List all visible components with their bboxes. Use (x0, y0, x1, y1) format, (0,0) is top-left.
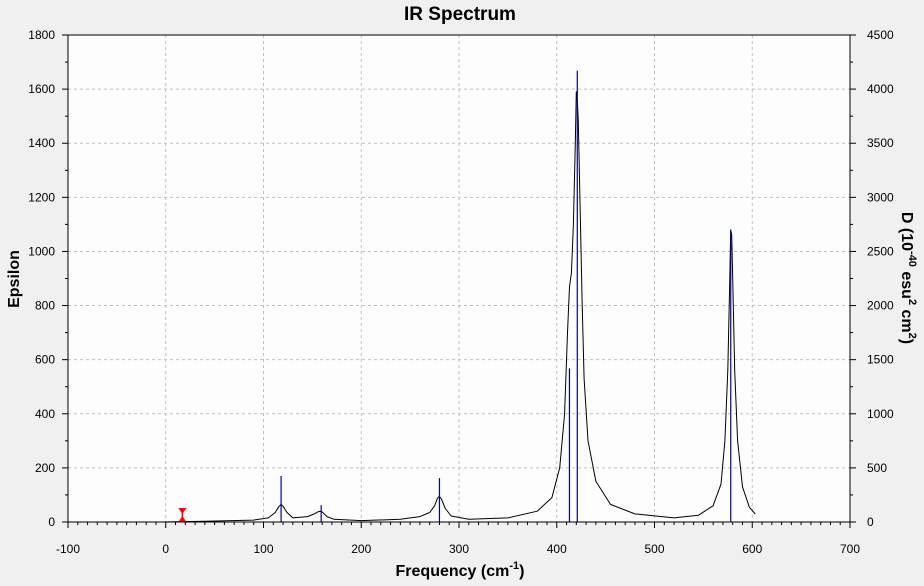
y-tick-label: 1400 (28, 136, 55, 150)
y2-tick-label: 4000 (867, 82, 894, 96)
y-tick-label: 1600 (28, 82, 55, 96)
y-tick-label: 1800 (28, 28, 55, 42)
y2-axis-label: D (10-40 esu2 cm2) (898, 212, 918, 344)
x-tick-label: 700 (840, 542, 860, 556)
y2-tick-label: 2000 (867, 299, 894, 313)
y-axis-label: Epsilon (6, 250, 23, 308)
y-tick-label: 400 (35, 407, 55, 421)
x-tick-label: 600 (742, 542, 762, 556)
y2-tick-label: 0 (867, 515, 874, 529)
marker-bottom-triangle[interactable] (178, 516, 187, 522)
spectrum-layer (160, 91, 756, 523)
x-tick-label: 100 (253, 542, 273, 556)
y-tick-label: 0 (48, 515, 55, 529)
y-tick-label: 1200 (28, 190, 55, 204)
y2-tick-label: 3500 (867, 136, 894, 150)
y-tick-label: 200 (35, 461, 55, 475)
y-tick-label: 1000 (28, 244, 55, 258)
marker-top-triangle[interactable] (178, 508, 187, 514)
y2-tick-label: 1000 (867, 407, 894, 421)
y2-tick-label: 3000 (867, 190, 894, 204)
y-tick-label: 600 (35, 353, 55, 367)
plot-area (68, 35, 850, 522)
marker-layer (178, 508, 187, 522)
x-tick-label: -100 (56, 542, 80, 556)
x-tick-label: 300 (449, 542, 469, 556)
grid-lines (68, 35, 850, 522)
x-tick-label: 400 (547, 542, 567, 556)
x-axis-label: Frequency (cm-1) (396, 560, 525, 580)
x-tick-label: 0 (162, 542, 169, 556)
chart-title: IR Spectrum (404, 4, 516, 25)
y2-tick-label: 1500 (867, 353, 894, 367)
axes: -100 0 100 200 300 400 500 600 70002004006008001… (28, 28, 894, 556)
y2-tick-label: 2500 (867, 244, 894, 258)
stick-layer (280, 70, 732, 522)
y2-tick-label: 4500 (867, 28, 894, 42)
x-tick-label: 200 (351, 542, 371, 556)
x-tick-label: 500 (644, 542, 664, 556)
spectrum-line (160, 91, 756, 523)
y2-tick-label: 500 (867, 461, 887, 475)
y-tick-label: 800 (35, 299, 55, 313)
